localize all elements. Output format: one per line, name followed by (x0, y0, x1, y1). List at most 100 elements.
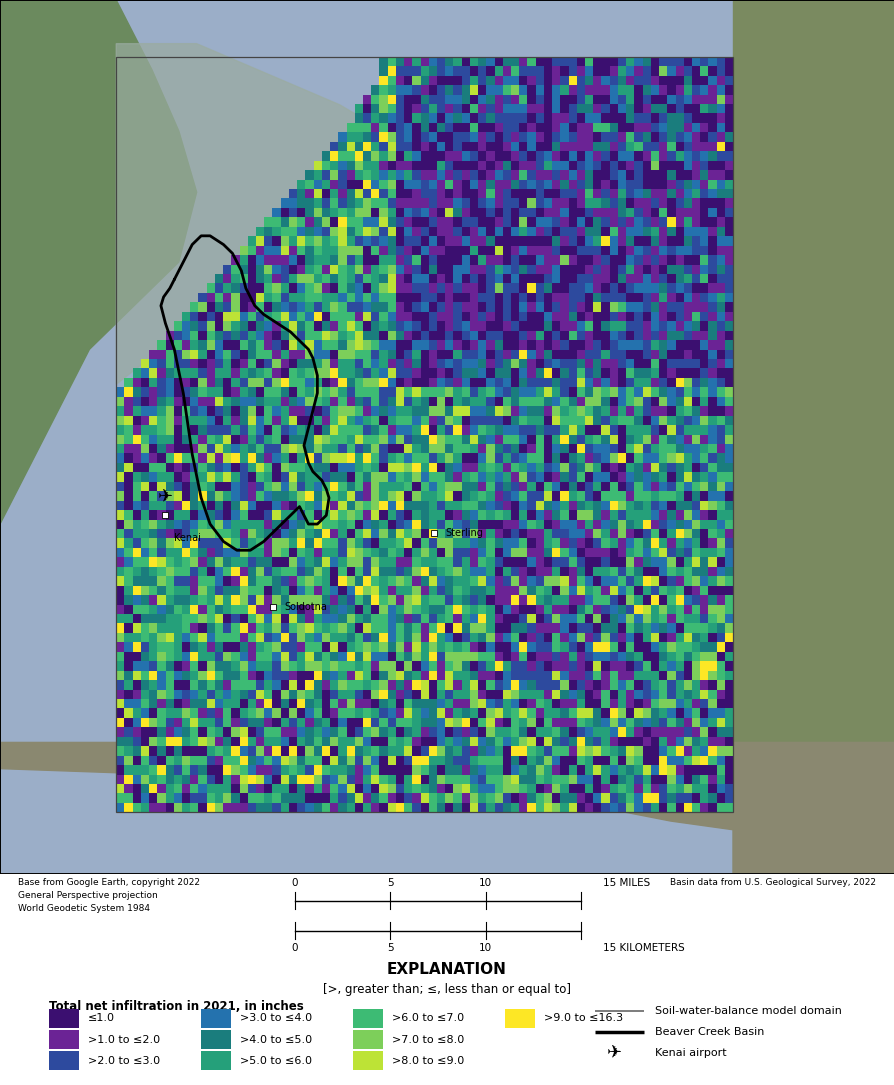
Bar (371, 189, 379, 199)
Bar (207, 595, 215, 604)
Bar (461, 179, 470, 189)
Bar (297, 444, 306, 454)
Bar (248, 397, 256, 406)
Bar (461, 604, 470, 614)
Bar (353, 1030, 383, 1049)
Bar (643, 803, 651, 813)
Bar (124, 784, 132, 793)
Bar (651, 548, 659, 558)
Bar (379, 265, 388, 275)
Bar (561, 227, 569, 237)
Bar (561, 595, 569, 604)
Bar (494, 66, 502, 76)
Bar (651, 123, 659, 132)
Bar (404, 624, 412, 633)
Bar (412, 718, 420, 727)
Bar (388, 793, 396, 803)
Bar (659, 425, 667, 434)
Bar (684, 784, 692, 793)
Bar (470, 671, 478, 680)
Bar (561, 66, 569, 76)
Bar (470, 293, 478, 303)
Bar (667, 454, 676, 463)
Bar (330, 661, 338, 671)
Bar (190, 765, 198, 775)
Bar (717, 586, 725, 595)
Bar (363, 104, 371, 114)
Bar (396, 624, 404, 633)
Bar (190, 689, 198, 699)
Bar (594, 179, 602, 189)
Bar (700, 755, 708, 765)
Bar (659, 492, 667, 500)
Bar (363, 699, 371, 709)
Bar (700, 586, 708, 595)
Bar (519, 349, 527, 359)
Bar (725, 378, 733, 387)
Bar (502, 689, 511, 699)
Bar (577, 85, 585, 94)
Bar (306, 293, 314, 303)
Bar (610, 151, 618, 161)
Bar (717, 321, 725, 331)
Bar (322, 803, 330, 813)
Bar (585, 123, 594, 132)
Bar (511, 161, 519, 170)
Bar (626, 558, 635, 566)
Bar (198, 586, 207, 595)
Bar (700, 378, 708, 387)
Bar (527, 303, 536, 311)
Bar (412, 359, 420, 369)
Bar (577, 633, 585, 642)
Bar (470, 576, 478, 586)
Bar (322, 492, 330, 500)
Bar (511, 444, 519, 454)
Bar (445, 444, 453, 454)
Bar (494, 746, 502, 755)
Bar (437, 199, 445, 208)
Bar (626, 189, 635, 199)
Bar (552, 624, 561, 633)
Bar (265, 586, 273, 595)
Bar (224, 538, 232, 548)
Bar (141, 699, 149, 709)
Bar (717, 520, 725, 529)
Bar (232, 378, 240, 387)
Bar (544, 237, 552, 245)
Bar (708, 633, 717, 642)
Bar (437, 661, 445, 671)
Bar (602, 303, 610, 311)
Bar (594, 727, 602, 737)
Bar (265, 604, 273, 614)
Bar (355, 217, 363, 227)
Bar (692, 189, 700, 199)
Bar (708, 142, 717, 151)
Bar (478, 784, 486, 793)
Bar (330, 775, 338, 784)
Bar (602, 652, 610, 661)
Bar (626, 293, 635, 303)
Bar (404, 566, 412, 576)
Bar (544, 265, 552, 275)
Bar (569, 558, 577, 566)
Bar (602, 142, 610, 151)
Bar (165, 492, 173, 500)
Bar (511, 727, 519, 737)
Bar (725, 434, 733, 444)
Bar (306, 595, 314, 604)
Bar (396, 275, 404, 283)
Bar (371, 397, 379, 406)
Bar (173, 387, 182, 397)
Bar (453, 614, 461, 624)
Text: 0: 0 (291, 943, 299, 954)
Bar (635, 765, 643, 775)
Bar (240, 434, 248, 444)
Bar (379, 624, 388, 633)
Bar (643, 586, 651, 595)
Bar (182, 340, 190, 349)
Bar (437, 151, 445, 161)
Bar (165, 604, 173, 614)
Bar (338, 492, 347, 500)
Bar (700, 245, 708, 255)
Bar (347, 199, 355, 208)
